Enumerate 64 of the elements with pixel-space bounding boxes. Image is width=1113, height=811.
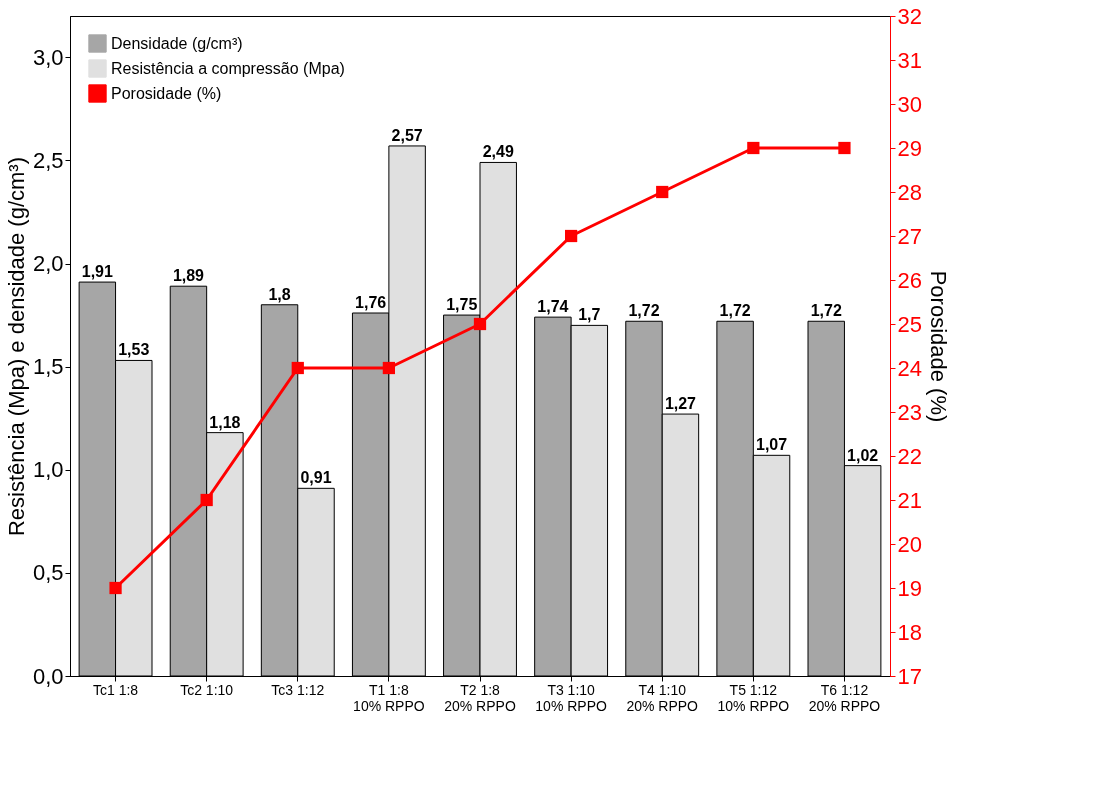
x-tick-label: T6 1:12 20% RPPO [808,681,881,714]
data-label: 1,72 [810,302,842,320]
y-tick-label: 2,5 [32,147,64,173]
x-tick-label: T2 1:8 20% RPPO [444,681,516,714]
legend-label: Resistência a compressão (Mpa) [111,59,345,77]
x-tick-label: Tc2 1:10 [180,681,234,698]
y-tick-label: 2,0 [32,251,64,276]
point [564,229,578,243]
x-tick-label: T1 1:8 10% RPPO [353,681,425,714]
data-label: 1,89 [172,267,205,285]
data-label: 0,91 [300,469,332,487]
data-label: 1,91 [81,263,114,281]
point [473,317,487,331]
y-tick-label: 1,5 [32,354,64,380]
x-tick-label: T4 1:10 20% RPPO [626,681,699,714]
data-label: 1,75 [446,296,478,314]
y2-tick-label: 18 [897,619,922,645]
y2-tick-label: 19 [897,575,922,601]
data-label: 1,72 [719,302,751,320]
data-label: 1,76 [355,294,387,311]
y-axis-title: Resistência (Mpa) e densidade (g/cm³) [3,156,29,537]
y2-axis-title: Porosidade (%) [925,270,951,423]
y2-tick-label: 27 [897,223,922,249]
y2-tick-label: 28 [897,179,922,205]
data-label: 1,7 [578,306,601,324]
data-label: 2,49 [482,143,514,161]
data-label: 1,18 [209,413,241,431]
y-tick-label: 3,0 [32,44,64,70]
x-tick-label: T3 1:10 10% RPPO [535,681,608,714]
y2-tick-label: 32 [897,3,922,29]
data-label: 1,8 [268,285,291,303]
x-tick-label: T5 1:12 10% RPPO [717,681,790,714]
data-label: 1,27 [664,395,697,413]
point [109,581,122,595]
y2-tick-label: 23 [897,399,922,425]
data-label: 1,53 [118,341,150,359]
y-tick-label: 0,5 [32,560,64,586]
point [382,361,396,375]
x-tick-label: Tc3 1:12 [271,681,325,698]
data-label: 1,02 [847,446,879,464]
point [200,493,213,507]
y2-tick-label: 21 [897,487,922,513]
y2-tick-label: 29 [897,135,922,161]
data-label: 1,07 [755,436,788,454]
data-label: 1,72 [628,302,660,320]
y2-tick-label: 24 [897,355,922,381]
point [291,361,304,375]
y2-tick-label: 22 [897,443,922,469]
data-label: 1,74 [537,298,569,316]
point [838,141,851,155]
legend-label: Porosidade (%) [111,84,222,102]
y2-tick-label: 25 [897,311,922,337]
y2-tick-label: 26 [897,267,922,293]
y2-tick-label: 31 [897,47,922,73]
data-label: 2,57 [391,126,423,144]
x-tick-label: Tc1 1:8 [92,681,139,698]
legend-label: Densidade (g/cm³) [111,34,243,52]
point [656,185,669,199]
y-tick-label: 0,0 [32,663,64,689]
y2-tick-label: 30 [897,91,922,117]
y2-tick-label: 20 [897,531,922,557]
y-tick-label: 1,0 [32,457,64,483]
y2-tick-label: 17 [897,663,922,689]
point [747,141,760,155]
